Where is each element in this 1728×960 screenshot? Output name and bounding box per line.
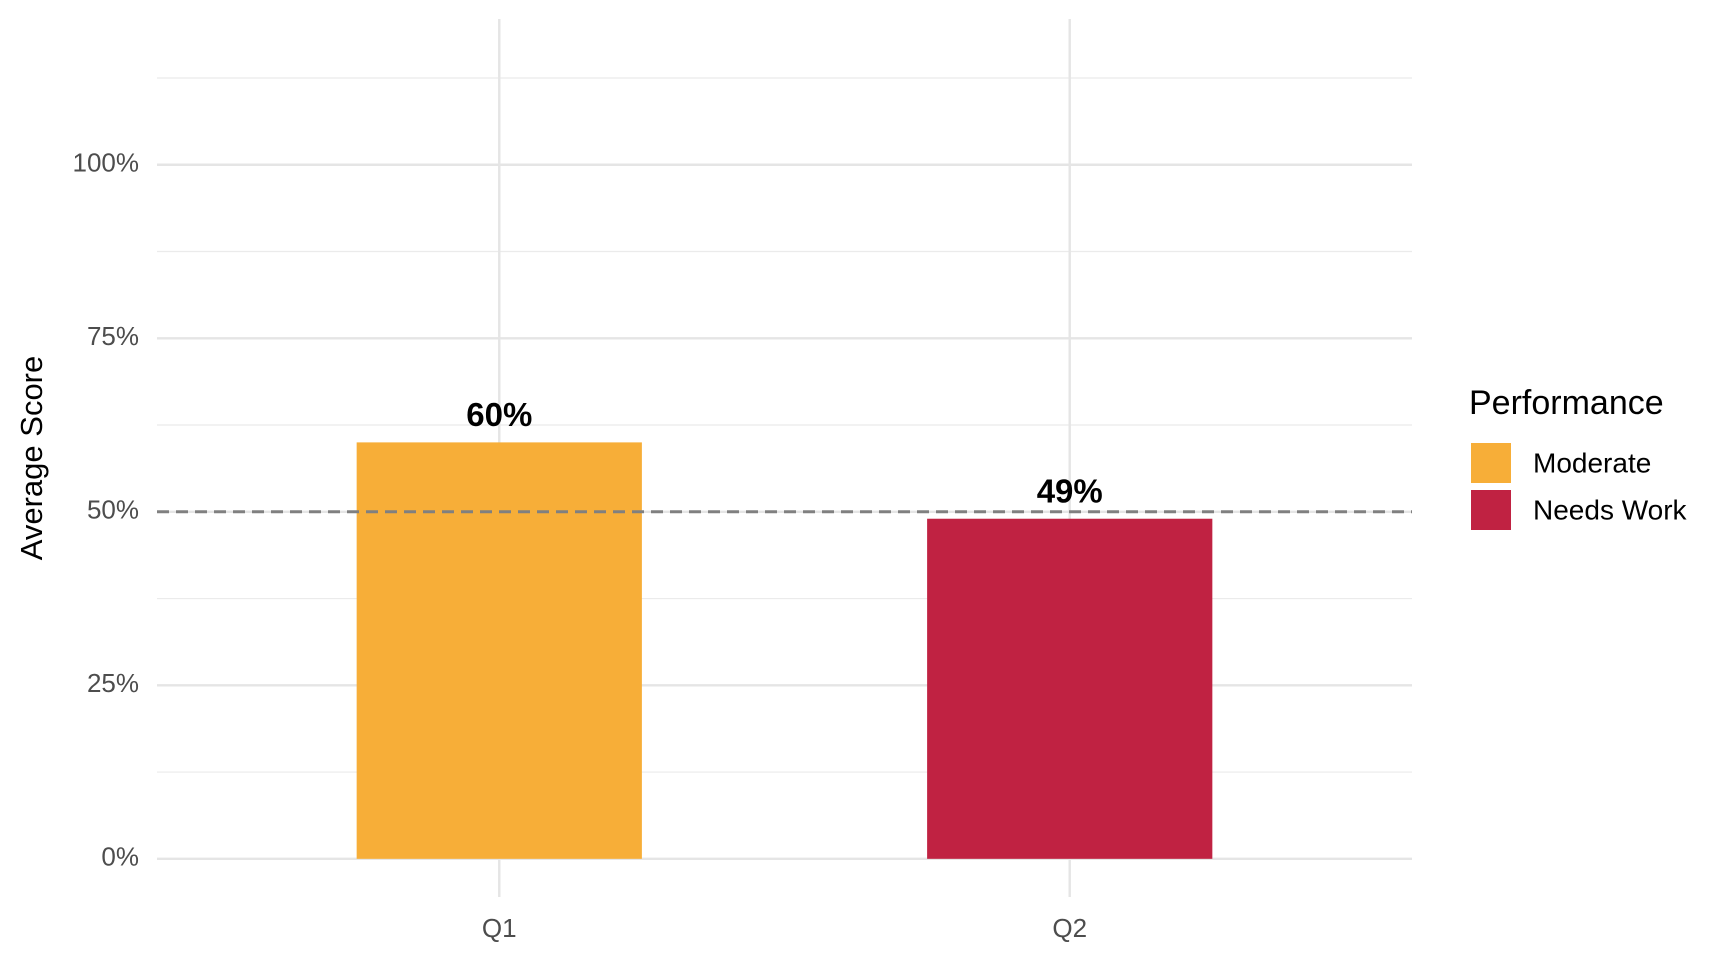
y-tick-label: 50% [87,495,139,525]
y-tick-label: 25% [87,668,139,698]
legend-title: Performance [1469,384,1664,422]
value-label: 60% [466,396,532,433]
bar [927,518,1213,859]
bar [356,442,642,859]
y-tick-label: 100% [73,148,140,178]
legend-key [1471,490,1511,530]
legend-label: Moderate [1533,447,1651,478]
legend-key [1471,443,1511,483]
y-tick-label: 0% [101,842,139,872]
value-label: 49% [1037,472,1103,509]
x-tick-label: Q1 [482,913,517,943]
legend-label: Needs Work [1533,494,1688,525]
x-tick-label: Q2 [1052,913,1087,943]
y-tick-label: 75% [87,321,139,351]
y-axis-title: Average Score [14,356,49,561]
